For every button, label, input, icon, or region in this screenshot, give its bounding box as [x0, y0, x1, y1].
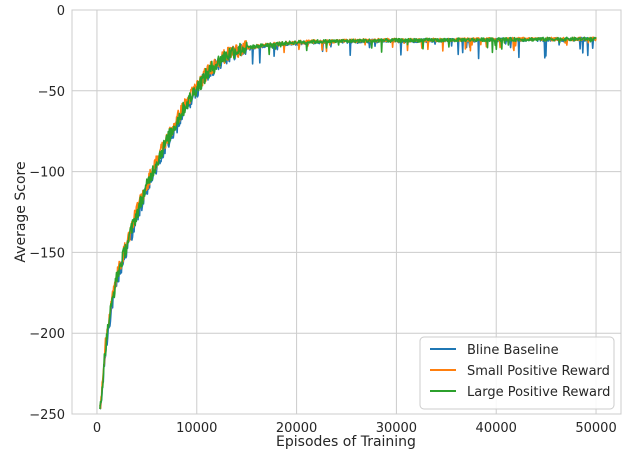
legend-box	[419, 336, 615, 410]
y-tick-label: −200	[29, 327, 65, 342]
x-tick-label: 0	[93, 421, 101, 436]
x-tick-label: 10000	[176, 421, 217, 436]
x-tick-label: 30000	[376, 421, 417, 436]
series-layer	[99, 36, 597, 410]
y-tick-label: −50	[38, 85, 65, 100]
y-tick-label: −250	[29, 408, 65, 423]
y-tick-label: 0	[57, 4, 65, 19]
x-axis-label: Episodes of Training	[276, 434, 416, 450]
x-tick-label: 50000	[575, 421, 616, 436]
y-tick-labels: 0 −50 −100 −150 −200 −250	[29, 4, 65, 423]
x-tick-label: 20000	[276, 421, 317, 436]
legend-label-bline-baseline: Bline Baseline	[467, 343, 559, 358]
plot-frame	[71, 9, 622, 415]
y-axis-label: Average Score	[13, 161, 29, 262]
legend: Bline Baseline Small Positive Reward Lar…	[419, 336, 615, 410]
legend-label-large-positive-reward: Large Positive Reward	[467, 385, 610, 400]
x-tick-label: 40000	[476, 421, 517, 436]
y-tick-label: −150	[29, 246, 65, 261]
grid-lines	[72, 9, 621, 415]
y-tick-label: −100	[29, 166, 65, 181]
legend-label-small-positive-reward: Small Positive Reward	[467, 364, 610, 379]
x-tick-labels: 0 10000 20000 30000 40000 50000	[93, 421, 617, 436]
series-line-large-positive-reward	[99, 36, 597, 410]
